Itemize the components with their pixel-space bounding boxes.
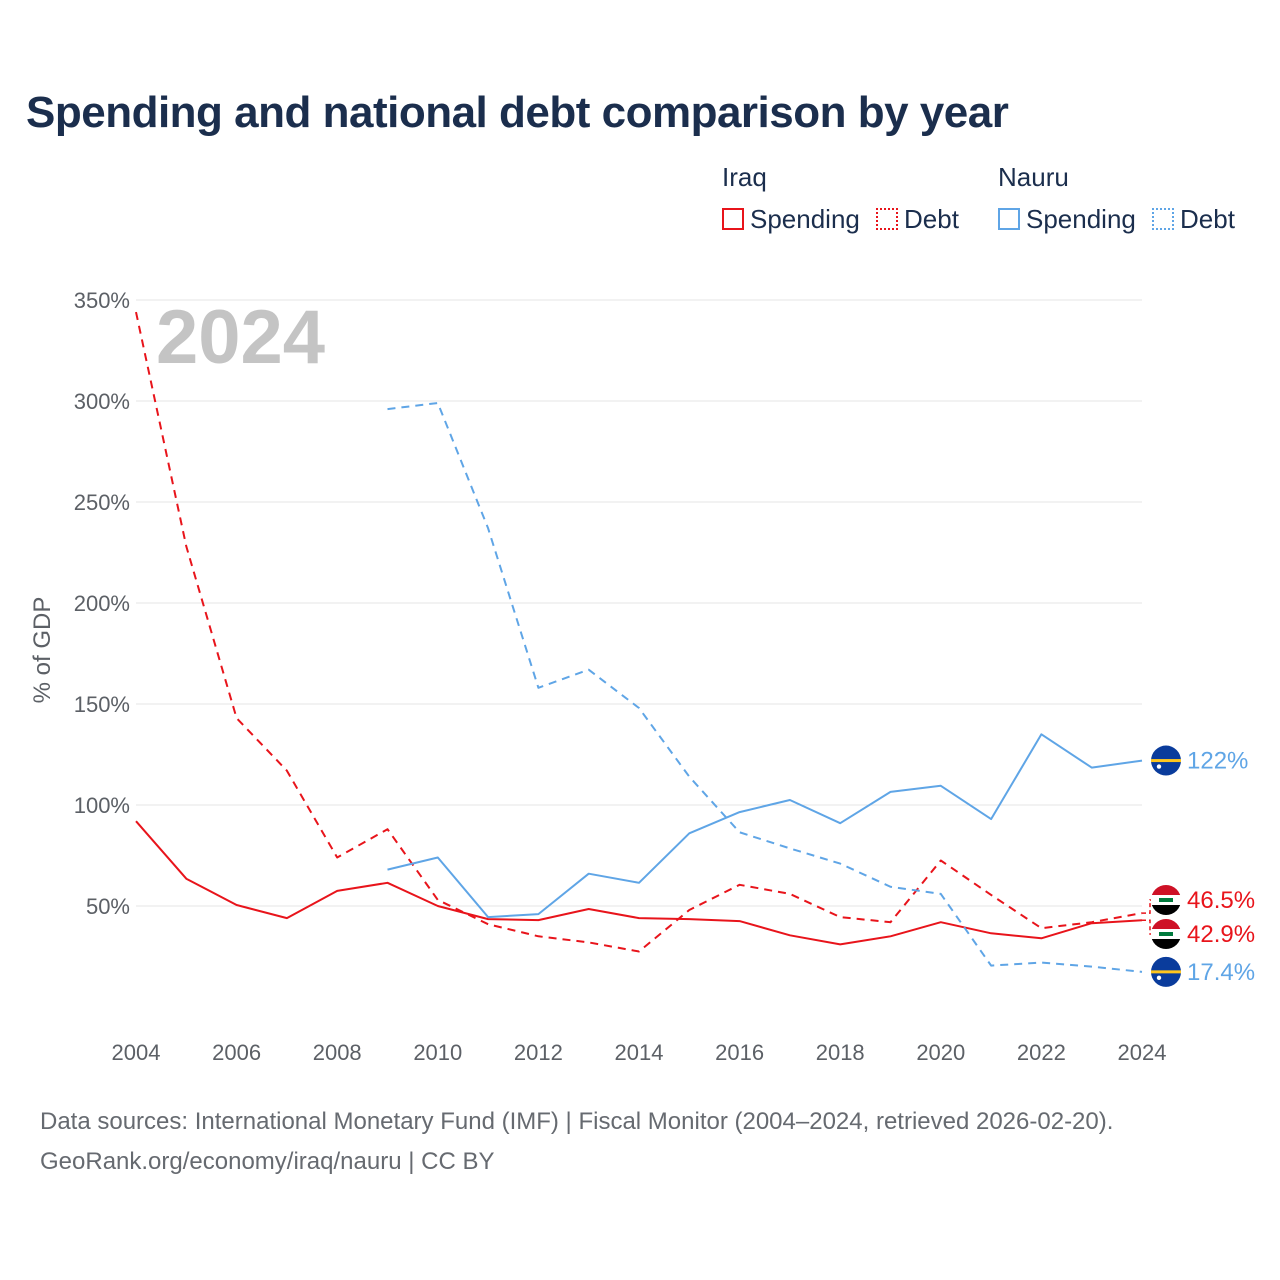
label-connector xyxy=(1142,919,1151,935)
legend-solid-swatch-icon xyxy=(998,208,1020,230)
x-tick-label: 2024 xyxy=(1118,1040,1167,1065)
x-tick-label: 2022 xyxy=(1017,1040,1066,1065)
x-tick-label: 2004 xyxy=(112,1040,161,1065)
year-watermark: 2024 xyxy=(156,295,325,380)
label-connector xyxy=(1142,899,1151,914)
attribution-note[interactable]: GeoRank.org/economy/iraq/nauru | CC BY xyxy=(40,1148,495,1175)
series-lines xyxy=(135,311,1143,973)
legend-label: Spending xyxy=(750,203,860,234)
y-tick-label: 50% xyxy=(86,894,130,919)
end-labels: 42.9% 46.5% 122% 17.4% xyxy=(1142,745,1255,987)
iraq-flag-icon xyxy=(1151,885,1181,915)
end-value-label: 46.5% xyxy=(1187,887,1255,914)
legend-dashed-swatch-icon xyxy=(1152,208,1174,230)
chart-title: Spending and national debt comparison by… xyxy=(26,88,1009,137)
end-value-label: 42.9% xyxy=(1187,921,1255,948)
legend-group-nauru: Nauru xyxy=(998,162,1069,192)
x-tick-label: 2006 xyxy=(212,1040,261,1065)
y-tick-label: 250% xyxy=(74,490,130,515)
legend-label: Debt xyxy=(1180,203,1235,234)
x-tick-label: 2014 xyxy=(615,1040,664,1065)
series-line-iraq-spending[interactable] xyxy=(135,820,1143,946)
legend-iraq-spending[interactable]: Spending xyxy=(722,204,860,234)
x-tick-label: 2008 xyxy=(313,1040,362,1065)
series-line-nauru-spending[interactable] xyxy=(387,733,1143,919)
legend-nauru-debt[interactable]: Debt xyxy=(1152,204,1235,234)
legend-group-iraq: Iraq xyxy=(722,162,767,192)
x-tick-label: 2020 xyxy=(916,1040,965,1065)
y-tick-label: 100% xyxy=(74,793,130,818)
legend-iraq-debt[interactable]: Debt xyxy=(876,204,959,234)
x-tick-label: 2016 xyxy=(715,1040,764,1065)
x-axis: 2004 2006 2008 2010 2012 2014 2016 2018 2020 2022… xyxy=(112,1040,1167,1065)
gridlines xyxy=(136,299,1142,907)
series-line-nauru-debt[interactable] xyxy=(387,402,1143,973)
y-tick-label: 350% xyxy=(74,288,130,313)
legend-solid-swatch-icon xyxy=(722,208,744,230)
nauru-flag-icon xyxy=(1151,745,1181,776)
end-value-label: 17.4% xyxy=(1187,959,1255,986)
y-tick-label: 150% xyxy=(74,692,130,717)
y-axis-label: % of GDP xyxy=(29,597,56,704)
nauru-flag-icon xyxy=(1151,956,1181,987)
legend-label: Debt xyxy=(904,203,959,234)
data-source-note: Data sources: International Monetary Fun… xyxy=(40,1108,1114,1135)
y-tick-label: 200% xyxy=(74,591,130,616)
end-value-label: 122% xyxy=(1187,748,1248,775)
legend-label: Spending xyxy=(1026,203,1136,234)
x-tick-label: 2010 xyxy=(413,1040,462,1065)
x-tick-label: 2012 xyxy=(514,1040,563,1065)
x-tick-label: 2018 xyxy=(816,1040,865,1065)
y-tick-label: 300% xyxy=(74,389,130,414)
legend-nauru-spending[interactable]: Spending xyxy=(998,204,1136,234)
iraq-flag-icon xyxy=(1151,919,1181,949)
y-axis: 50% 100% 150% 200% 250% 300% 350% xyxy=(74,288,130,919)
series-line-iraq-debt[interactable] xyxy=(135,311,1143,953)
legend-dashed-swatch-icon xyxy=(876,208,898,230)
